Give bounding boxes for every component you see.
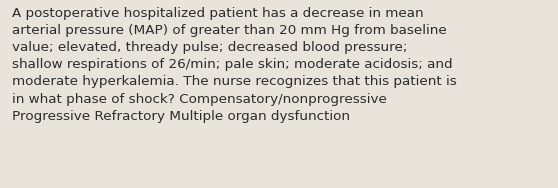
Text: A postoperative hospitalized patient has a decrease in mean
arterial pressure (M: A postoperative hospitalized patient has…	[12, 7, 457, 123]
